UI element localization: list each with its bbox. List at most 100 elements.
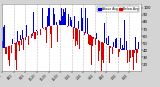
Bar: [20, 35, 21, 40]
Bar: [4, 25, 5, 48]
Bar: [90, 35, 91, 45]
Bar: [131, 47, 132, 50]
Bar: [27, 36, 28, 37]
Bar: [42, 8, 43, 28]
Bar: [123, 48, 124, 50]
Bar: [83, 31, 84, 36]
Bar: [111, 42, 112, 46]
Bar: [103, 43, 104, 63]
Bar: [68, 14, 69, 26]
Bar: [116, 38, 117, 48]
Bar: [108, 36, 109, 45]
Bar: [78, 21, 79, 29]
Bar: [50, 26, 51, 34]
Bar: [24, 24, 25, 38]
Bar: [80, 23, 81, 30]
Bar: [130, 50, 131, 58]
Bar: [81, 8, 82, 31]
Bar: [30, 34, 31, 71]
Bar: [45, 27, 46, 30]
Bar: [135, 37, 136, 50]
Bar: [48, 8, 49, 26]
Bar: [138, 42, 139, 49]
Bar: [62, 16, 63, 25]
Bar: [51, 26, 52, 48]
Bar: [5, 47, 6, 54]
Bar: [124, 20, 125, 50]
Bar: [84, 32, 85, 35]
Legend: Above Avg, Below Avg: Above Avg, Below Avg: [97, 6, 139, 12]
Bar: [107, 44, 108, 45]
Bar: [49, 8, 50, 26]
Bar: [9, 46, 10, 66]
Bar: [99, 41, 100, 51]
Bar: [46, 27, 47, 43]
Bar: [8, 46, 9, 60]
Bar: [31, 34, 32, 38]
Bar: [106, 38, 107, 44]
Bar: [14, 43, 15, 44]
Bar: [60, 21, 61, 25]
Bar: [67, 26, 68, 27]
Bar: [53, 8, 54, 25]
Bar: [125, 34, 126, 50]
Bar: [22, 30, 23, 39]
Bar: [133, 50, 134, 70]
Bar: [18, 41, 19, 45]
Bar: [82, 18, 83, 31]
Bar: [113, 42, 114, 47]
Bar: [77, 29, 78, 45]
Bar: [59, 20, 60, 25]
Bar: [96, 33, 97, 39]
Bar: [43, 28, 44, 29]
Bar: [132, 50, 133, 57]
Bar: [32, 33, 33, 36]
Bar: [52, 19, 53, 25]
Bar: [47, 16, 48, 27]
Bar: [3, 27, 4, 48]
Bar: [127, 50, 128, 63]
Bar: [19, 41, 20, 51]
Bar: [56, 22, 57, 25]
Bar: [87, 18, 88, 34]
Bar: [88, 34, 89, 44]
Bar: [11, 45, 12, 53]
Bar: [40, 29, 41, 35]
Bar: [118, 49, 119, 57]
Bar: [79, 30, 80, 49]
Bar: [12, 39, 13, 44]
Bar: [129, 50, 130, 62]
Bar: [85, 8, 86, 33]
Bar: [21, 39, 22, 45]
Bar: [23, 38, 24, 50]
Bar: [126, 41, 127, 50]
Bar: [101, 42, 102, 75]
Bar: [70, 17, 71, 26]
Bar: [104, 23, 105, 43]
Bar: [25, 37, 26, 40]
Bar: [17, 31, 18, 42]
Bar: [54, 14, 55, 25]
Bar: [100, 41, 101, 54]
Bar: [137, 49, 138, 53]
Bar: [112, 47, 113, 54]
Bar: [121, 49, 122, 50]
Bar: [86, 23, 87, 33]
Bar: [28, 35, 29, 45]
Bar: [37, 31, 38, 35]
Bar: [6, 47, 7, 54]
Bar: [76, 28, 77, 41]
Bar: [128, 36, 129, 50]
Bar: [75, 28, 76, 46]
Bar: [73, 27, 74, 39]
Bar: [57, 25, 58, 42]
Bar: [109, 46, 110, 63]
Bar: [95, 38, 96, 45]
Bar: [58, 17, 59, 25]
Bar: [102, 42, 103, 60]
Bar: [55, 22, 56, 25]
Bar: [134, 50, 135, 53]
Bar: [2, 41, 3, 48]
Bar: [98, 40, 99, 61]
Bar: [33, 12, 34, 33]
